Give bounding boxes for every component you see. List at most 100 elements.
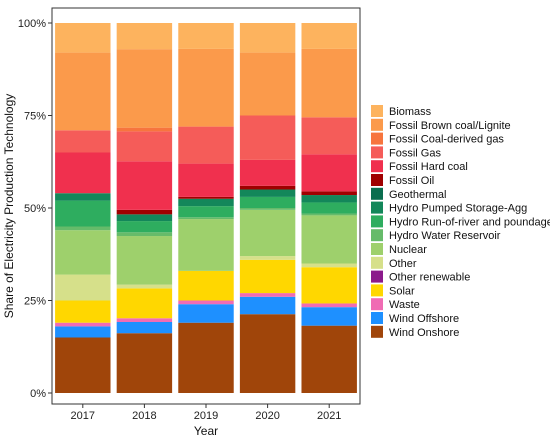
bar-segment bbox=[301, 191, 357, 196]
legend-label: Fossil Oil bbox=[389, 175, 434, 187]
bar-segment bbox=[55, 52, 111, 131]
legend-label: Waste bbox=[389, 299, 420, 311]
bar-segment bbox=[301, 325, 357, 393]
bar-segment bbox=[178, 163, 234, 197]
legend-key bbox=[371, 118, 383, 131]
x-tick-label: 2021 bbox=[317, 410, 341, 422]
bar-segment bbox=[178, 126, 234, 164]
x-tick-label: 2020 bbox=[255, 410, 279, 422]
legend-label: Fossil Coal-derived gas bbox=[389, 134, 504, 146]
legend-label: Other bbox=[389, 258, 417, 270]
y-tick-label: 75% bbox=[24, 111, 46, 123]
bar-segment bbox=[116, 49, 173, 128]
bar-segment bbox=[178, 304, 234, 323]
bar-segment bbox=[301, 48, 357, 118]
bar-segment bbox=[301, 213, 357, 216]
bar-segment bbox=[301, 303, 357, 308]
bar-segment bbox=[116, 288, 173, 319]
legend-label: Hydro Run-of-river and poundage bbox=[389, 216, 550, 228]
bar-segment bbox=[178, 196, 234, 199]
bar-segment bbox=[116, 161, 173, 210]
bar-segment bbox=[301, 154, 357, 192]
x-tick-label: 2019 bbox=[194, 410, 218, 422]
legend-key bbox=[371, 325, 383, 338]
bar-segment bbox=[239, 256, 296, 260]
y-tick-label: 50% bbox=[24, 203, 46, 215]
bar-segment bbox=[239, 296, 296, 315]
legend-key bbox=[371, 174, 383, 186]
bar-segment bbox=[178, 322, 234, 393]
bar-segment bbox=[178, 219, 234, 271]
bar-segment bbox=[55, 230, 111, 275]
bar-segment bbox=[239, 314, 296, 393]
bar-segment bbox=[116, 284, 173, 289]
bar-segment bbox=[178, 23, 234, 49]
legend-key bbox=[371, 187, 383, 200]
legend-label: Fossil Gas bbox=[389, 147, 441, 159]
bar-segment bbox=[178, 300, 234, 305]
y-tick-label: 25% bbox=[24, 296, 46, 308]
y-tick-label: 0% bbox=[30, 388, 46, 400]
bar-segment bbox=[239, 208, 296, 210]
legend-key bbox=[371, 298, 383, 311]
bar-segment bbox=[116, 209, 173, 215]
bar-segment bbox=[239, 189, 296, 197]
legend-label: Wind Offshore bbox=[389, 313, 459, 325]
bar-segment bbox=[178, 270, 234, 301]
bar-segment bbox=[55, 193, 111, 201]
legend-key bbox=[371, 229, 383, 242]
legend-label: Fossil Hard coal bbox=[389, 161, 468, 173]
legend-label: Hydro Pumped Storage-Agg bbox=[389, 203, 527, 215]
bar-segment bbox=[55, 130, 111, 153]
bar-segment bbox=[116, 214, 173, 222]
bar-segment bbox=[239, 23, 296, 53]
bar-segment bbox=[178, 217, 234, 220]
bar-segment bbox=[116, 232, 173, 237]
bar-segment bbox=[301, 117, 357, 155]
bar-segment bbox=[55, 152, 111, 194]
bar-segment bbox=[116, 221, 173, 233]
bar-segment bbox=[301, 263, 357, 268]
bar-segment bbox=[116, 318, 173, 322]
bar-segment bbox=[239, 196, 296, 208]
bar-segment bbox=[55, 200, 111, 227]
bar-segment bbox=[239, 259, 296, 294]
legend-key bbox=[371, 160, 383, 173]
bar-segment bbox=[239, 185, 296, 190]
bar-segment bbox=[239, 293, 296, 297]
bar-segment bbox=[55, 337, 111, 393]
bar-segment bbox=[55, 326, 111, 338]
legend: Biomass Fossil Brown coal/Lignite Fossil C… bbox=[371, 105, 550, 339]
legend-key bbox=[371, 270, 383, 283]
bar-segment bbox=[55, 322, 111, 327]
legend-key bbox=[371, 215, 383, 228]
bar-segment bbox=[178, 206, 234, 218]
x-axis-title: Year bbox=[194, 424, 218, 438]
plot-area bbox=[55, 23, 357, 393]
bar-segment bbox=[55, 300, 111, 323]
bar-segment bbox=[178, 48, 234, 127]
legend-key bbox=[371, 312, 383, 324]
legend-label: Wind Onshore bbox=[389, 327, 459, 339]
bar-segment bbox=[239, 115, 296, 160]
bar-segment bbox=[55, 226, 111, 231]
legend-key bbox=[371, 132, 383, 145]
bar-segment bbox=[239, 159, 296, 186]
legend-key bbox=[371, 256, 383, 269]
legend-label: Geothermal bbox=[389, 189, 446, 201]
legend-key bbox=[371, 201, 383, 214]
legend-label: Other renewable bbox=[389, 272, 470, 284]
legend-key bbox=[371, 243, 383, 255]
x-tick-label: 2018 bbox=[132, 410, 156, 422]
bar-segment bbox=[301, 195, 357, 203]
legend-label: Fossil Brown coal/Lignite bbox=[389, 120, 511, 132]
legend-label: Solar bbox=[389, 285, 415, 297]
bar-segment bbox=[301, 202, 357, 214]
x-tick-label: 2017 bbox=[71, 410, 95, 422]
legend-key bbox=[371, 284, 383, 297]
bar-segment bbox=[116, 131, 173, 162]
bar-segment bbox=[116, 23, 173, 50]
bar-segment bbox=[55, 23, 111, 53]
legend-label: Biomass bbox=[389, 106, 432, 118]
bar-segment bbox=[55, 274, 111, 301]
